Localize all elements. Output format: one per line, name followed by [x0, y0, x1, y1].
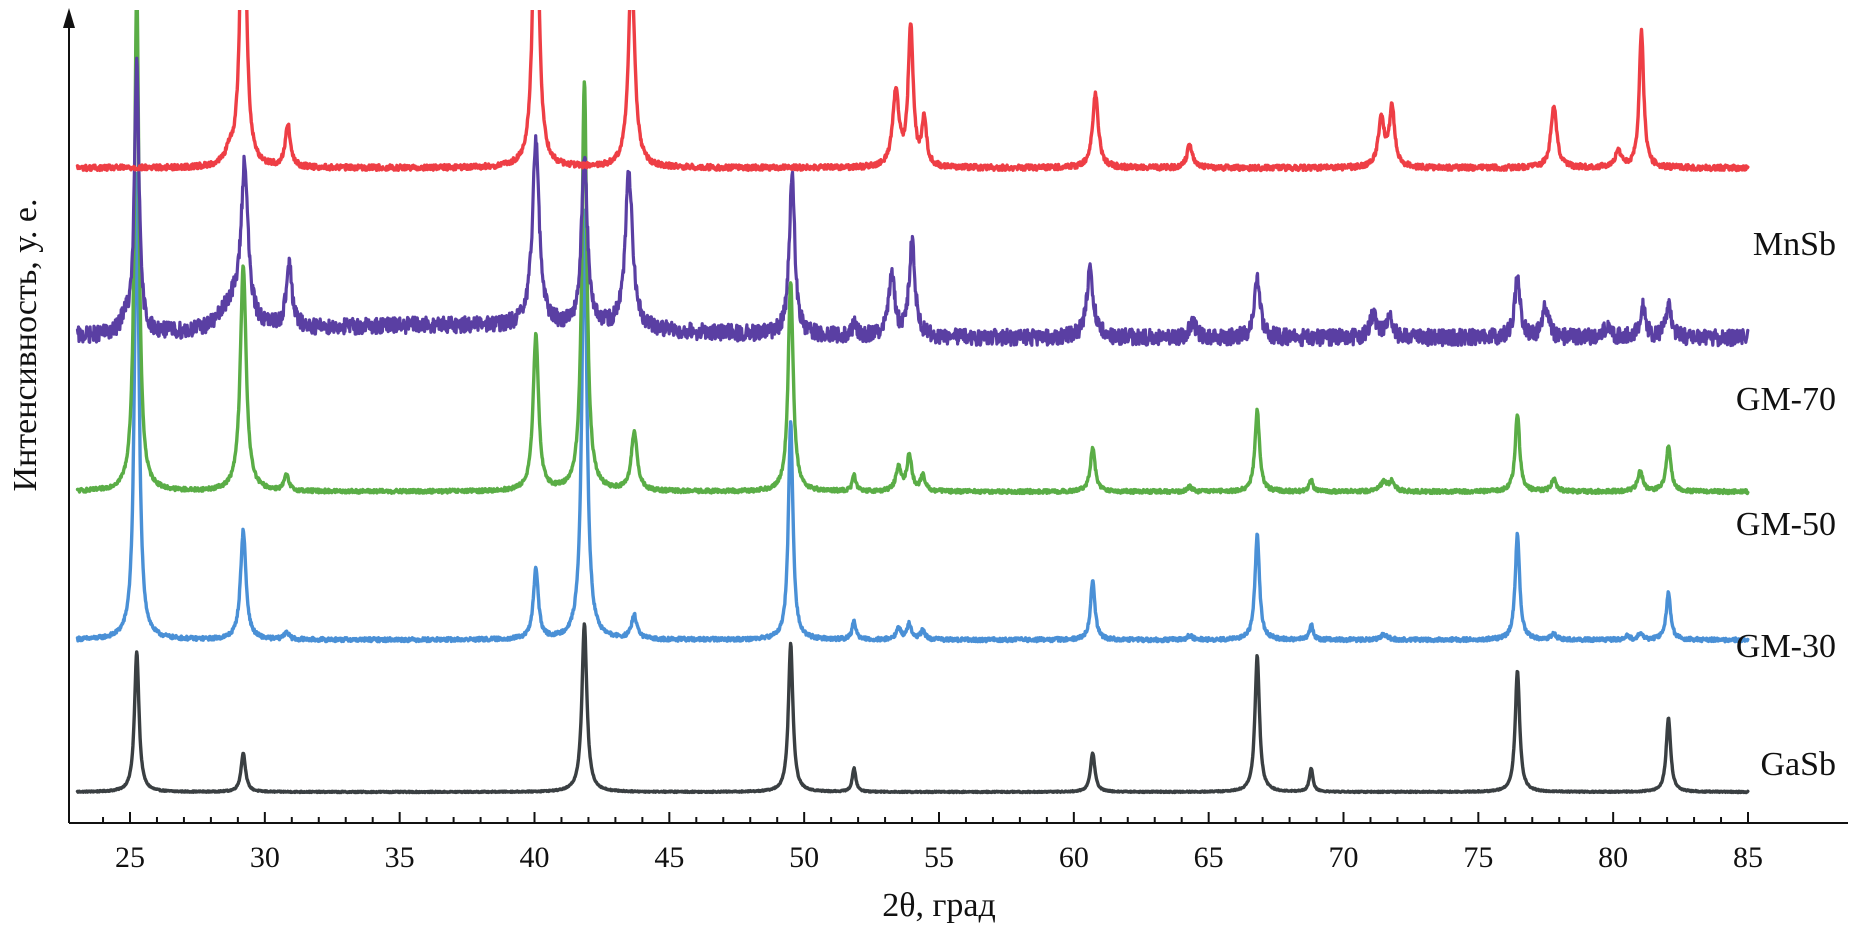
x-tick-label: 45 [654, 841, 684, 874]
x-tick-label: 85 [1733, 841, 1763, 874]
series-line-gm-70 [75, 56, 1750, 348]
series-line-mnsb [75, 10, 1750, 173]
x-tick-label: 25 [115, 841, 145, 874]
series-label-gm-70: GM-70 [1736, 381, 1836, 418]
axis-layer: 25 30 35 40 45 50 55 60 65 70 75 80 85 2θ, град Инте… [7, 8, 1848, 924]
x-ticks: 25 30 35 40 45 50 55 60 65 70 75 80 85 [102, 812, 1763, 874]
x-tick-label: 55 [924, 841, 954, 874]
series-line-gm-50 [75, 10, 1750, 496]
series-label-gm-30: GM-30 [1736, 628, 1836, 665]
x-tick-label: 50 [789, 841, 819, 874]
x-tick-label: 70 [1329, 841, 1359, 874]
x-tick-label: 30 [250, 841, 280, 874]
series-layer [75, 10, 1750, 795]
x-tick-label: 35 [385, 841, 415, 874]
series-label-mnsb: MnSb [1753, 226, 1836, 263]
x-tick-label: 80 [1598, 841, 1628, 874]
series-label-gasb: GaSb [1760, 746, 1836, 783]
series-line-gm-30 [75, 171, 1750, 644]
y-axis-label: Интенсивность, у. е. [7, 199, 44, 492]
series-label-gm-50: GM-50 [1736, 506, 1836, 543]
x-tick-label: 40 [520, 841, 550, 874]
y-axis-arrow-icon [63, 8, 75, 28]
x-tick-label: 65 [1194, 841, 1224, 874]
x-tick-label: 75 [1463, 841, 1493, 874]
series-line-gasb [75, 622, 1750, 795]
x-tick-label: 60 [1059, 841, 1089, 874]
x-axis-label: 2θ, град [882, 887, 996, 924]
series-labels: GaSb GM-30 GM-50 GM-70 MnSb [1736, 226, 1836, 783]
